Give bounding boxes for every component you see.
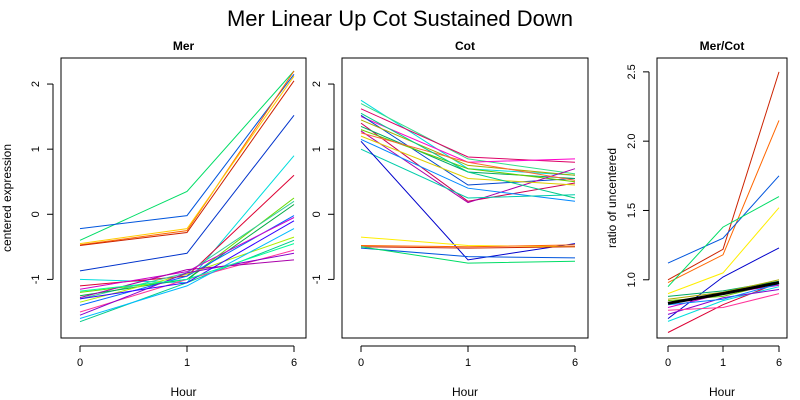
series-line-20 xyxy=(360,246,576,264)
x-tick-label: 0 xyxy=(665,357,671,369)
y-tick-label: 2 xyxy=(311,81,323,87)
series-line-13 xyxy=(667,283,780,306)
y-tick-label: 2.5 xyxy=(626,64,638,79)
series-line-19 xyxy=(360,247,576,259)
series-line-6 xyxy=(667,282,780,333)
series-line-8 xyxy=(360,129,576,183)
panel-title: Mer xyxy=(173,39,195,53)
series-line-5 xyxy=(79,114,295,272)
plot-frame xyxy=(341,57,589,339)
y-tick-label: 2.0 xyxy=(626,134,638,149)
y-tick-label: -1 xyxy=(30,275,42,285)
series-line-15 xyxy=(360,112,576,199)
x-axis-label: Hour xyxy=(452,385,478,399)
panel-title: Cot xyxy=(455,39,475,53)
series-line-16 xyxy=(79,252,295,316)
x-tick-label: 0 xyxy=(77,357,83,369)
series-line-9 xyxy=(360,130,576,204)
series-line-7 xyxy=(667,286,780,322)
series-line-2 xyxy=(667,175,780,264)
y-tick-label: 2 xyxy=(30,81,42,87)
series-line-12 xyxy=(360,132,576,181)
x-tick-label: 6 xyxy=(776,357,782,369)
series-line-18 xyxy=(360,246,576,249)
main-title: Mer Linear Up Cot Sustained Down xyxy=(227,6,573,31)
plot-frame xyxy=(60,57,307,339)
series-line-12 xyxy=(79,217,295,290)
series-line-10 xyxy=(360,138,576,202)
y-axis-label: centered expression xyxy=(0,144,14,252)
x-axis-label: Hour xyxy=(709,385,735,399)
y-tick-label: -1 xyxy=(311,275,323,285)
series-line-4 xyxy=(667,207,780,295)
y-tick-label: 1 xyxy=(30,146,42,152)
series-line-0 xyxy=(667,71,780,281)
plot-frame xyxy=(656,57,788,339)
y-tick-label: 0 xyxy=(30,211,42,217)
y-tick-label: 1 xyxy=(311,146,323,152)
series-line-14 xyxy=(360,140,576,261)
series-line-2 xyxy=(79,70,295,246)
series-line-1 xyxy=(667,120,780,284)
series-line-8 xyxy=(79,197,295,293)
series-line-18 xyxy=(79,259,295,299)
x-tick-label: 1 xyxy=(184,357,190,369)
series-line-16 xyxy=(360,236,576,248)
series-line-3 xyxy=(667,196,780,288)
x-axis-label: Hour xyxy=(170,385,196,399)
x-tick-label: 1 xyxy=(465,357,471,369)
series-line-1 xyxy=(360,103,576,175)
chart-panel-1: Cot 0 1 6 -1 0 1 2 Hour xyxy=(311,39,589,399)
series-line-3 xyxy=(79,75,295,245)
chart-panel-2: Mer/Cot 0 1 6 1.0 1.5 2.0 2.5 Hour ratio of uncen… xyxy=(605,39,788,399)
series-line-15 xyxy=(667,281,780,305)
series-line-20 xyxy=(79,243,295,292)
series-line-13 xyxy=(79,236,295,303)
y-axis-label: ratio of uncentered xyxy=(605,148,619,248)
series-line-13 xyxy=(360,148,576,199)
series-line-11 xyxy=(360,135,576,186)
series-line-5 xyxy=(360,119,576,176)
x-tick-label: 6 xyxy=(291,357,297,369)
series-line-6 xyxy=(79,155,295,284)
chart-panel-0: Mer 0 1 6 -1 0 1 2 Hour centered expression xyxy=(0,39,307,399)
x-tick-label: 0 xyxy=(358,357,364,369)
y-tick-label: 1.5 xyxy=(626,203,638,218)
series-line-19 xyxy=(79,220,295,300)
panel-title: Mer/Cot xyxy=(700,39,745,53)
x-tick-label: 6 xyxy=(572,357,578,369)
series-line-12 xyxy=(667,293,780,311)
y-tick-label: 1.0 xyxy=(626,272,638,287)
series-line-4 xyxy=(79,80,295,246)
panels: Mer 0 1 6 -1 0 1 2 Hour centered expression Cot 0 1 6… xyxy=(0,39,788,399)
x-tick-label: 1 xyxy=(720,357,726,369)
series-line-17 xyxy=(79,228,295,319)
series-line-1 xyxy=(79,73,295,230)
series-line-17 xyxy=(360,244,576,248)
series-line-4 xyxy=(360,114,576,186)
series-line-5 xyxy=(667,247,780,319)
y-tick-label: 0 xyxy=(311,211,323,217)
